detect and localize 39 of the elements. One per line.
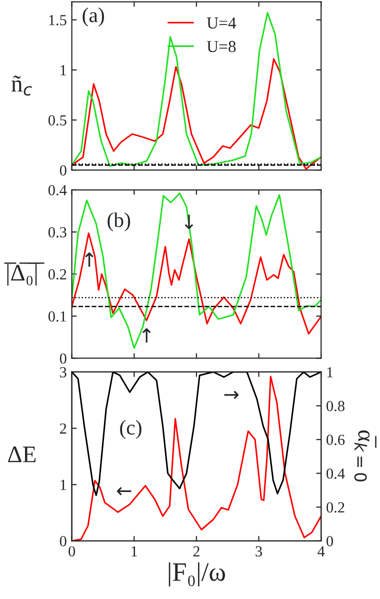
x-axis-title: |F₀|/ω (168, 562, 226, 586)
legend-label: U=8 (206, 40, 236, 52)
x-tick-label: 0 (68, 546, 76, 557)
y-tick-label: 0.1 (48, 311, 66, 322)
x-tick-label: 3 (256, 546, 262, 557)
annotation: (b) (108, 212, 130, 232)
y2-tick-label: 0 (326, 536, 334, 546)
y-tick-label: 3 (60, 367, 66, 378)
annotation: ← (116, 487, 132, 496)
y2-tick-label: 0.2 (326, 502, 344, 513)
line-series (72, 192, 322, 349)
y2-tick-label: 0.6 (326, 434, 345, 446)
y-tick-label: 2 (60, 423, 66, 434)
y2-tick-label: 0.8 (326, 400, 344, 412)
y-axis-title: ΔE (8, 446, 36, 462)
y-tick-label: 0.2 (48, 269, 66, 280)
y-tick-label: 1 (60, 65, 66, 76)
y-tick-label: 0.3 (48, 227, 66, 238)
y-tick-label: 1.5 (49, 15, 66, 26)
legend-label: U=4 (206, 17, 236, 29)
y2-tick-label: 1 (327, 367, 333, 378)
y2-axis-title: α̅$_{k=0}$ (354, 430, 376, 482)
annotation: ↑ (85, 252, 94, 267)
y-axis-title: ñ$_{c}$ (12, 76, 32, 96)
y-tick-label: 0 (60, 353, 66, 364)
y-axis-title: |̅Δ̅₀̅|̅ (4, 262, 44, 286)
annotation: ↑ (142, 328, 151, 343)
annotation: (a) (82, 8, 104, 26)
y-tick-label: 0 (60, 536, 66, 546)
y-tick-label: 0 (60, 165, 66, 176)
x-tick-label: 2 (193, 546, 200, 556)
x-tick-label: 4 (318, 546, 325, 556)
y-tick-label: 0.4 (48, 185, 67, 196)
annotation: (c) (120, 420, 142, 439)
y-tick-label: 0.5 (48, 115, 66, 126)
y2-tick-label: 0.4 (326, 468, 345, 479)
annotation: → (224, 390, 239, 400)
x-tick-label: 1 (132, 546, 138, 556)
y-tick-label: 1 (60, 480, 66, 490)
